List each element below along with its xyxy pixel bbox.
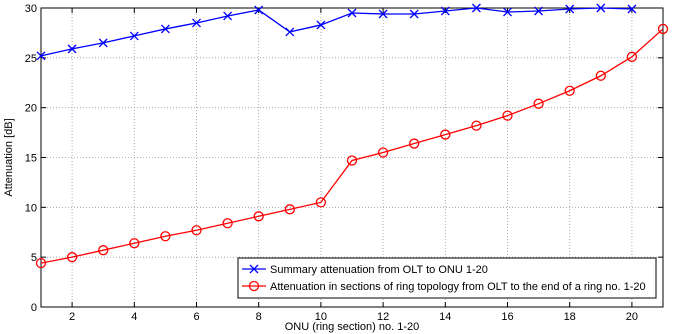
data-point xyxy=(471,120,482,131)
data-point xyxy=(377,147,389,158)
data-point xyxy=(440,6,450,16)
data-point xyxy=(254,5,264,15)
data-point xyxy=(36,51,46,61)
data-point xyxy=(595,70,606,81)
data-point xyxy=(347,8,357,18)
data-point xyxy=(378,9,388,19)
data-point xyxy=(440,129,451,140)
legend-marker-shape xyxy=(249,264,259,274)
data-point xyxy=(98,38,108,48)
x-tick-label: 4 xyxy=(131,311,137,323)
data-point xyxy=(502,110,513,121)
data-point xyxy=(223,11,233,21)
x-tick-label: 16 xyxy=(501,311,513,323)
data-point xyxy=(222,218,233,229)
data-point xyxy=(534,6,544,16)
data-point xyxy=(98,245,109,256)
data-point xyxy=(316,20,326,30)
data-point xyxy=(67,44,77,54)
x-tick-label: 2 xyxy=(69,311,75,323)
x-tick-label: 8 xyxy=(256,311,262,323)
legend-marker-circle xyxy=(248,280,260,292)
data-point xyxy=(346,155,358,166)
data-point xyxy=(596,3,606,13)
legend-label-ring: Attenuation in sections of ring topology… xyxy=(270,281,646,293)
y-tick-label: 0 xyxy=(31,302,37,314)
data-point xyxy=(284,204,295,215)
data-point xyxy=(35,257,47,269)
legend-box xyxy=(237,257,657,299)
data-point xyxy=(285,27,295,37)
data-point xyxy=(503,7,512,17)
data-point xyxy=(564,85,575,96)
x-tick-label: 10 xyxy=(315,311,327,323)
data-point xyxy=(471,3,481,13)
data-point xyxy=(627,4,637,14)
series-line xyxy=(40,28,664,264)
data-point xyxy=(409,138,420,149)
y-tick-label: 25 xyxy=(25,53,37,65)
data-point xyxy=(626,51,638,62)
x-axis-title: ONU (ring section) no. 1-20 xyxy=(285,321,420,333)
data-point xyxy=(66,252,78,263)
series-group xyxy=(35,3,669,269)
data-point xyxy=(160,231,171,242)
data-point xyxy=(129,238,140,249)
series-ring xyxy=(35,23,669,269)
x-tick-label: 12 xyxy=(377,311,389,323)
y-tick-label: 5 xyxy=(31,252,37,264)
data-point xyxy=(657,23,669,35)
x-tick-label: 20 xyxy=(626,311,638,323)
legend-label-summary: Summary attenuation from OLT to ONU 1-20 xyxy=(270,264,488,276)
data-point xyxy=(565,4,575,14)
data-point xyxy=(409,9,419,19)
series-line xyxy=(40,7,632,57)
y-tick-label: 30 xyxy=(25,3,37,15)
x-tick-label: 14 xyxy=(439,311,451,323)
y-tick-label: 15 xyxy=(25,153,37,165)
x-tick-label: 18 xyxy=(564,311,576,323)
data-point xyxy=(253,211,264,222)
data-point xyxy=(160,24,170,34)
data-point xyxy=(191,225,202,236)
data-point xyxy=(129,31,139,41)
y-axis-title: Attenuation [dB] xyxy=(3,118,15,196)
data-point xyxy=(315,197,327,208)
x-tick-label: 6 xyxy=(193,311,199,323)
legend-marker-shape xyxy=(248,280,260,292)
data-point xyxy=(533,98,544,109)
series-summary xyxy=(36,3,637,61)
y-tick-label: 10 xyxy=(25,202,37,214)
legend-marker-x xyxy=(249,264,259,274)
legend: Summary attenuation from OLT to ONU 1-20… xyxy=(237,257,657,299)
data-point xyxy=(192,18,201,28)
y-tick-label: 20 xyxy=(25,103,37,115)
